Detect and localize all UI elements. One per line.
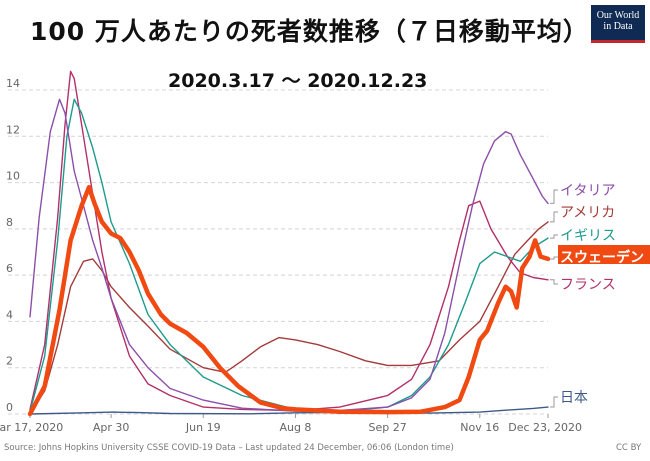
x-tick-label: Sep 27	[369, 421, 407, 434]
legend-connector-france	[550, 279, 558, 285]
x-axis-ticks: Mar 17, 2020 Apr 30 Jun 19 Aug 8 Sep 27 Nov 1…	[0, 414, 582, 434]
source-note: Source: Johns Hopkins University CSSE CO…	[4, 443, 454, 453]
legend-highlight-sweden	[558, 245, 650, 264]
legend-label-japan: 日本	[560, 390, 588, 406]
legend-label-usa: アメリカ	[560, 205, 615, 221]
x-tick-label: Dec 23, 2020	[508, 421, 582, 434]
legend-connector-italy	[550, 189, 558, 204]
y-tick-label: 2	[6, 355, 13, 368]
legend-label-uk: イギリス	[560, 228, 616, 244]
y-tick-label: 14	[6, 77, 20, 90]
y-tick-label: 8	[6, 216, 13, 229]
legend-connector-usa	[550, 211, 558, 223]
license-link[interactable]: CC BY	[616, 443, 642, 453]
y-axis-ticks: 0 2 4 6 8 10 12 14	[6, 77, 20, 414]
legend-connector-uk	[550, 234, 558, 239]
chart-title: 100 万人あたりの死者数推移（７日移動平均）	[30, 17, 589, 46]
y-tick-label: 12	[6, 123, 20, 136]
series-line-sweden	[27, 184, 551, 417]
legend-label-france: フランス	[560, 277, 616, 293]
y-tick-label: 0	[6, 401, 13, 414]
logo-line-2: in Data	[603, 21, 633, 32]
legend-label-italy: イタリア	[560, 183, 615, 199]
legend-connector-japan	[550, 396, 558, 408]
x-tick-label: Aug 8	[279, 421, 311, 434]
y-tick-label: 6	[6, 262, 13, 275]
series-line-uk	[29, 98, 549, 413]
y-tick-label: 4	[6, 308, 13, 321]
series-lines	[27, 70, 551, 417]
series-line-usa	[29, 221, 549, 415]
logo-line-1: Our World	[596, 10, 640, 21]
x-tick-label: Nov 16	[460, 421, 499, 434]
legend-label-sweden: スウェーデン	[560, 249, 644, 266]
legend-connector-sweden	[550, 256, 558, 260]
our-world-in-data-logo[interactable]: Our World in Data	[591, 5, 645, 43]
y-tick-label: 10	[6, 170, 20, 183]
gridlines	[8, 89, 548, 415]
series-line-france	[29, 70, 549, 412]
x-tick-label: Jun 19	[185, 421, 221, 434]
x-tick-label: Mar 17, 2020	[0, 421, 63, 434]
chart-subtitle: 2020.3.17 ～ 2020.12.23	[168, 70, 428, 92]
x-tick-label: Apr 30	[93, 421, 130, 434]
